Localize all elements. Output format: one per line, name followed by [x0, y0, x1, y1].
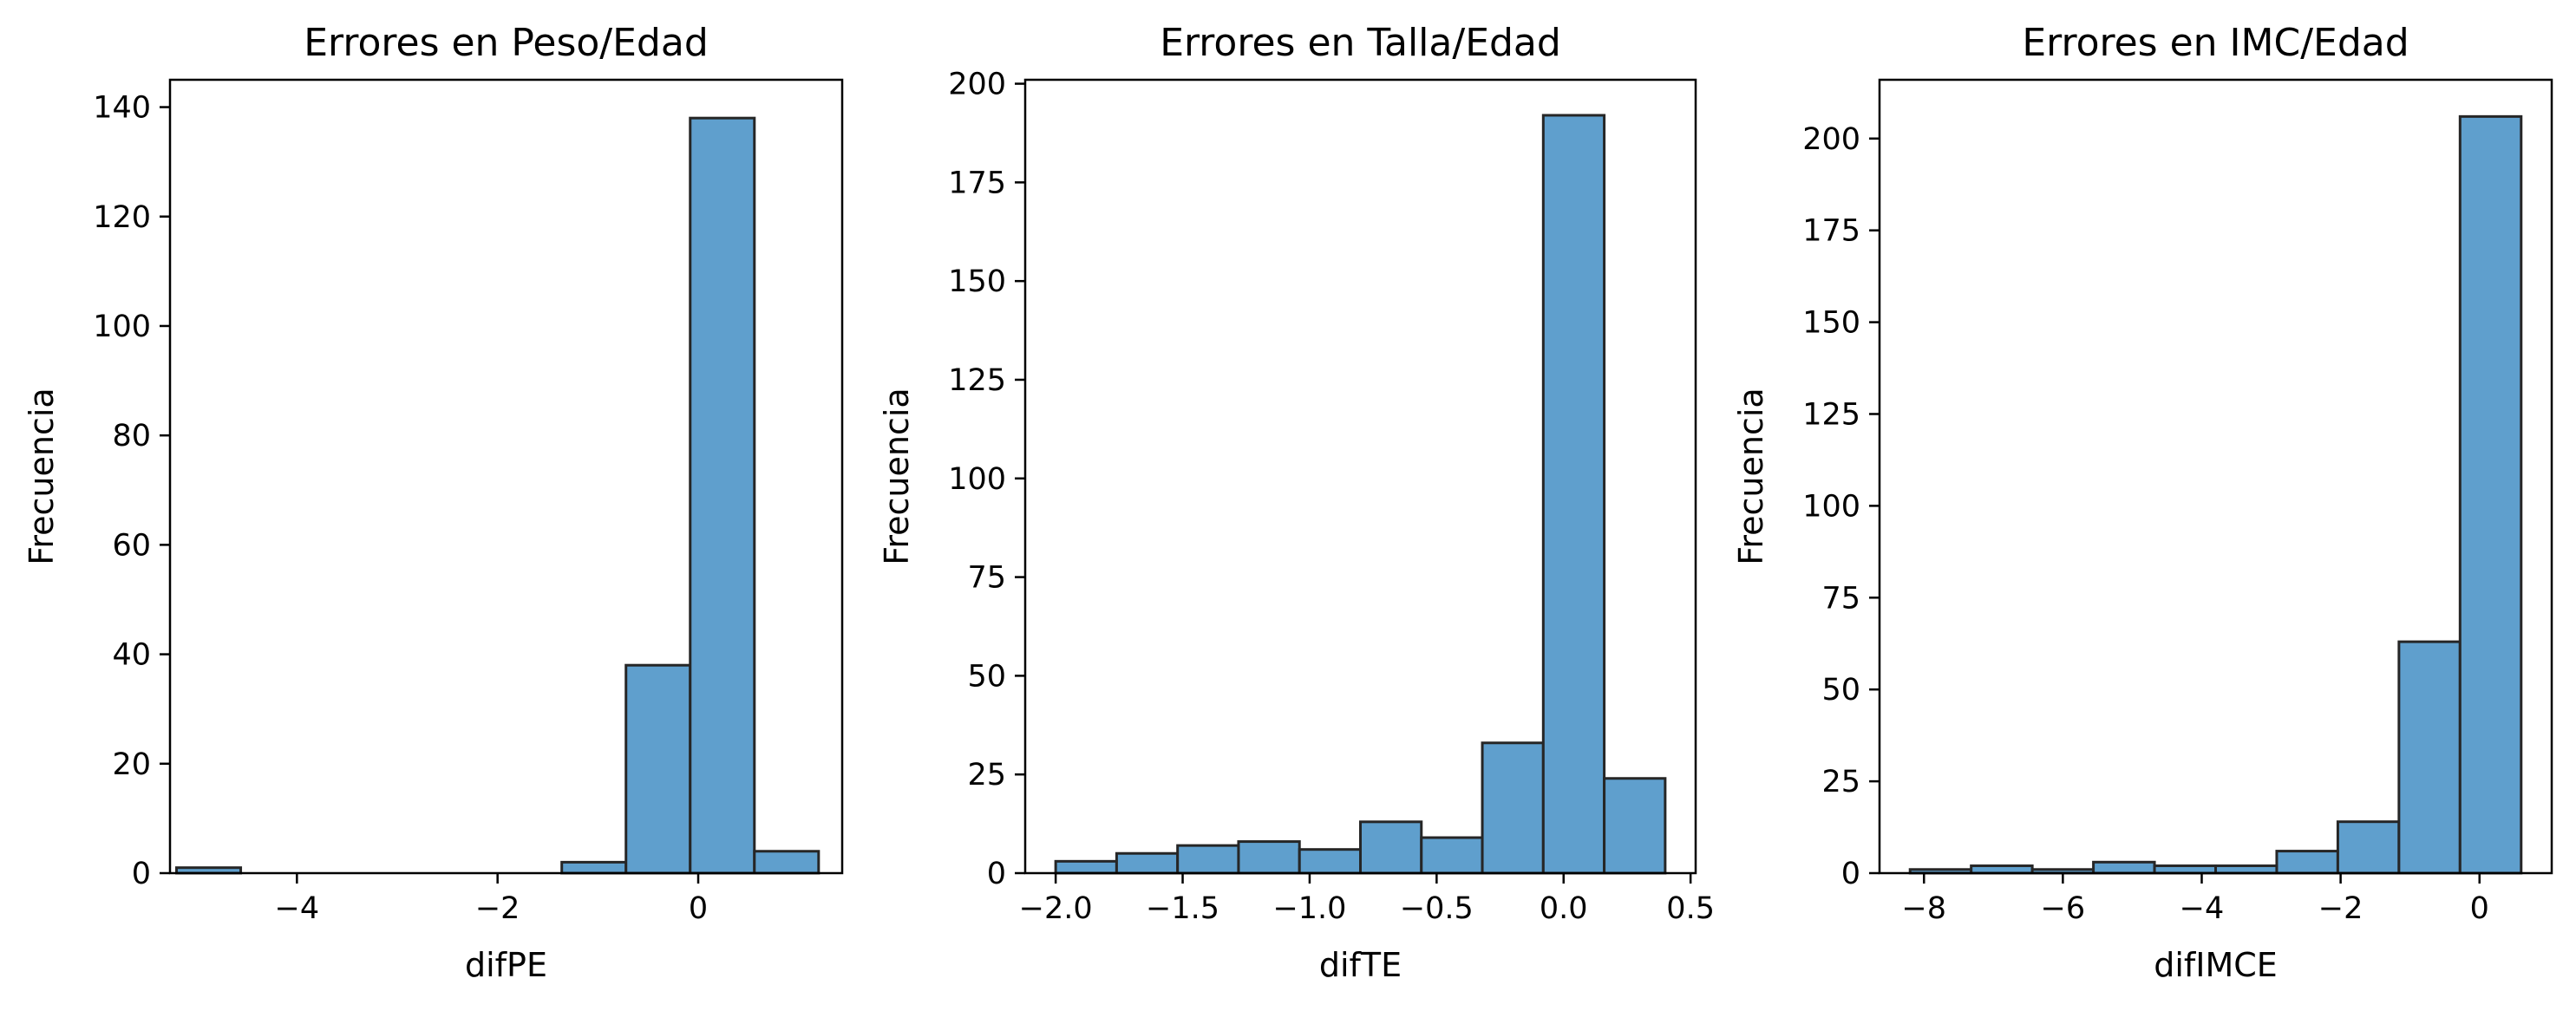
histogram-bar: [560, 860, 628, 875]
x-tick-label: −1.0: [1272, 891, 1346, 926]
histogram-bar: [1359, 820, 1423, 875]
x-tick-label: −4: [2180, 891, 2225, 926]
y-tick-label: 150: [1802, 306, 1860, 341]
histogram-bar: [753, 850, 821, 875]
histogram-bar: [1237, 840, 1301, 875]
y-tick-label: 100: [93, 310, 151, 344]
histogram-bar: [2275, 850, 2339, 875]
y-tick-label: 0: [132, 857, 151, 891]
plot-frame: [1023, 78, 1697, 875]
histogram-bar: [2336, 820, 2401, 875]
chart-title: Errores en Talla/Edad: [1160, 21, 1561, 65]
y-tick-label: 75: [1821, 581, 1860, 616]
y-tick-label: 100: [1802, 489, 1860, 524]
y-axis-label: Frecuencia: [23, 388, 61, 564]
histogram-bar: [1603, 777, 1667, 875]
histogram-bar: [1298, 848, 1363, 875]
x-tick-label: −1.5: [1146, 891, 1219, 926]
histogram-bar: [2214, 864, 2279, 875]
plot-frame: [1878, 78, 2553, 875]
chart-peso-edad: Errores en Peso/Edad difPE Frecuencia −4…: [23, 21, 844, 984]
x-tick-label: −8: [1901, 891, 1946, 926]
histogram-bar: [1054, 859, 1118, 875]
chart-title: Errores en IMC/Edad: [2022, 21, 2409, 65]
histogram-bar: [1970, 864, 2034, 875]
x-tick-label: 0: [2470, 891, 2489, 926]
y-tick-label: 25: [1821, 765, 1860, 799]
histogram-bar: [2458, 114, 2523, 875]
x-tick-label: −6: [2041, 891, 2086, 926]
y-tick-label: 200: [948, 68, 1006, 102]
x-tick-label: 0.0: [1540, 891, 1588, 926]
y-tick-label: 175: [948, 166, 1006, 200]
y-tick-label: 25: [967, 758, 1006, 792]
plot-frame: [168, 78, 844, 875]
y-tick-label: 20: [112, 747, 151, 782]
y-axis-label: Frecuencia: [1732, 388, 1770, 564]
y-tick-label: 150: [948, 264, 1006, 299]
x-tick-label: −0.5: [1400, 891, 1474, 926]
y-tick-label: 0: [987, 857, 1006, 891]
histogram-bar: [624, 663, 692, 875]
y-tick-label: 80: [112, 419, 151, 453]
y-tick-label: 0: [1841, 857, 1860, 891]
y-axis-label: Frecuencia: [878, 388, 916, 564]
histogram-bar: [689, 116, 756, 875]
histogram-bar: [2092, 860, 2156, 875]
x-tick-label: 0.5: [1666, 891, 1715, 926]
x-axis-label: difIMCE: [2154, 946, 2278, 984]
chart-talla-edad: Errores en Talla/Edad difTE Frecuencia −…: [878, 21, 1715, 984]
y-tick-label: 125: [948, 363, 1006, 398]
y-tick-label: 200: [1802, 122, 1860, 157]
y-tick-label: 50: [1821, 673, 1860, 708]
histogram-bar: [1115, 851, 1180, 875]
y-tick-label: 125: [1802, 397, 1860, 432]
histogram-bar: [1176, 844, 1240, 875]
y-tick-label: 50: [967, 659, 1006, 694]
x-tick-label: −4: [275, 891, 320, 926]
histogram-bar: [1481, 741, 1545, 875]
chart-title: Errores en Peso/Edad: [304, 21, 709, 65]
x-tick-label: 0: [689, 891, 708, 926]
x-tick-label: −2: [475, 891, 520, 926]
histogram-bar: [1420, 836, 1484, 875]
y-tick-label: 120: [93, 200, 151, 235]
y-tick-label: 75: [967, 561, 1006, 596]
x-tick-label: −2: [2318, 891, 2364, 926]
x-axis-label: difTE: [1319, 946, 1402, 984]
histogram-bar: [1541, 114, 1606, 875]
histogram-bar: [2153, 864, 2217, 875]
y-tick-label: 40: [112, 638, 151, 673]
y-tick-label: 100: [948, 462, 1006, 497]
x-tick-label: −2.0: [1019, 891, 1093, 926]
x-axis-label: difPE: [465, 946, 547, 984]
y-tick-label: 140: [93, 91, 151, 126]
histogram-bar: [2397, 640, 2462, 875]
y-tick-label: 60: [112, 528, 151, 563]
y-tick-label: 175: [1802, 214, 1860, 249]
chart-imc-edad: Errores en IMC/Edad difIMCE Frecuencia −…: [1732, 21, 2553, 984]
